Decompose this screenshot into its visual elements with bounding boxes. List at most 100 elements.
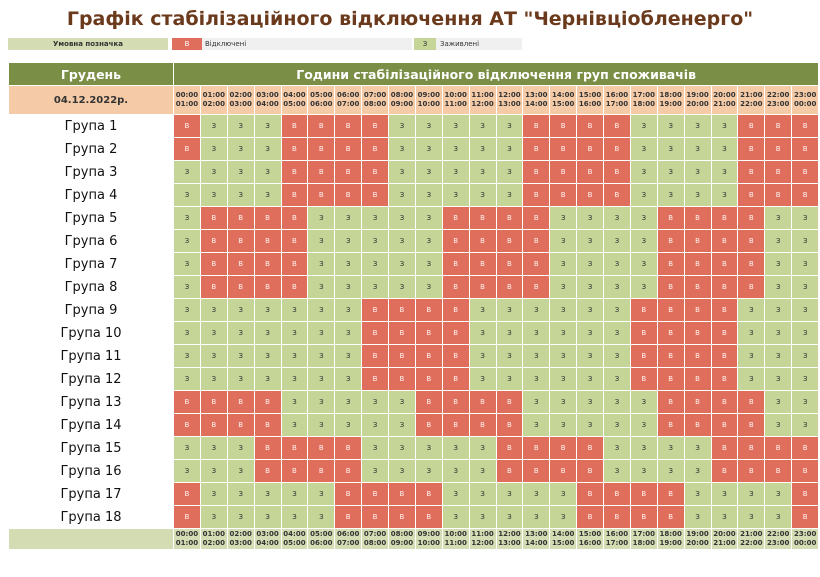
slot-off-cell: В	[576, 114, 604, 138]
legend-off-swatch: В	[172, 38, 202, 50]
slot-on-cell: З	[361, 390, 389, 414]
group-name: Група 16	[8, 459, 174, 483]
time-end: 11:00	[444, 100, 467, 108]
slot-off-cell: В	[629, 344, 658, 368]
group-name: Група 14	[8, 413, 174, 437]
slot-on-cell: З	[495, 298, 524, 322]
time-start: 03:00	[256, 530, 279, 538]
time-start: 08:00	[390, 530, 414, 538]
slot-off-cell: В	[737, 183, 766, 207]
slot-off-cell: В	[683, 344, 712, 368]
slot-on-cell: З	[603, 206, 631, 230]
slot-on-cell: З	[441, 160, 470, 184]
slot-on-cell: З	[576, 390, 604, 414]
slot-off-cell: В	[710, 298, 739, 322]
table-row: Група 18 В З З З З З В В В В З З З З З В В В В З З З З В	[8, 505, 820, 529]
slot-on-cell: З	[307, 482, 336, 506]
slot-on-cell: З	[280, 413, 309, 437]
slot-off-cell: В	[280, 137, 309, 161]
slot-off-cell: В	[468, 206, 497, 230]
slot-on-cell: З	[603, 252, 631, 276]
slot-on-cell: З	[656, 160, 685, 184]
slot-off-cell: В	[441, 229, 470, 253]
slot-on-cell: З	[307, 275, 336, 299]
slot-off-cell: В	[414, 505, 443, 529]
slot-on-cell: З	[226, 183, 255, 207]
time-end: 06:00	[310, 539, 333, 547]
group-name: Група 15	[8, 436, 174, 460]
time-slot-footer: 01:00 02:00	[199, 528, 228, 550]
slot-on-cell: З	[629, 252, 658, 276]
slot-off-cell: В	[791, 183, 820, 207]
slot-on-cell: З	[226, 344, 255, 368]
slot-off-cell: В	[280, 275, 309, 299]
time-slot-footer: 00:00 01:00	[173, 528, 201, 550]
slot-off-cell: В	[576, 505, 604, 529]
legend-on-text: Заживлені	[436, 38, 522, 50]
slot-on-cell: З	[280, 482, 309, 506]
slot-on-cell: З	[307, 298, 336, 322]
slot-off-cell: В	[764, 114, 793, 138]
time-slot-header: 06:00 07:00	[334, 85, 363, 115]
slot-off-cell: В	[253, 459, 282, 483]
slot-on-cell: З	[199, 114, 228, 138]
slot-off-cell: В	[199, 275, 228, 299]
time-end: 03:00	[229, 539, 252, 547]
slot-off-cell: В	[199, 229, 228, 253]
slot-off-cell: В	[656, 505, 685, 529]
slot-on-cell: З	[468, 459, 497, 483]
slot-on-cell: З	[307, 229, 336, 253]
time-slot-header: 08:00 09:00	[388, 85, 416, 115]
slot-on-cell: З	[388, 413, 416, 437]
slot-on-cell: З	[468, 344, 497, 368]
slot-off-cell: В	[199, 206, 228, 230]
time-end: 23:00	[767, 100, 790, 108]
slot-off-cell: В	[791, 114, 820, 138]
slot-off-cell: В	[737, 413, 766, 437]
slot-on-cell: З	[388, 160, 416, 184]
slot-off-cell: В	[388, 505, 416, 529]
time-slot-header: 21:00 22:00	[737, 85, 766, 115]
time-end: 22:00	[740, 539, 763, 547]
slot-off-cell: В	[414, 298, 443, 322]
slot-off-cell: В	[576, 160, 604, 184]
slot-off-cell: В	[468, 390, 497, 414]
slot-on-cell: З	[173, 183, 201, 207]
time-start: 05:00	[310, 530, 333, 538]
time-slot-header: 07:00 08:00	[361, 85, 389, 115]
slot-on-cell: З	[334, 390, 363, 414]
time-end: 18:00	[632, 100, 655, 108]
slot-on-cell: З	[199, 160, 228, 184]
time-start: 17:00	[632, 530, 655, 538]
slot-on-cell: З	[468, 367, 497, 391]
time-start: 18:00	[659, 530, 682, 538]
slot-on-cell: З	[656, 436, 685, 460]
slot-on-cell: З	[441, 436, 470, 460]
slot-off-cell: В	[791, 459, 820, 483]
slot-off-cell: В	[414, 344, 443, 368]
group-name: Група 3	[8, 160, 174, 184]
table-row: Група 10 З З З З З З З В В В В З З З З З З В В В В З З З	[8, 321, 820, 345]
slot-on-cell: З	[173, 344, 201, 368]
time-slot-header: 19:00 20:00	[683, 85, 712, 115]
slot-off-cell: В	[764, 183, 793, 207]
slot-off-cell: В	[683, 275, 712, 299]
slot-off-cell: В	[253, 252, 282, 276]
time-start: 11:00	[471, 91, 494, 99]
time-row: 04.12.2022р. 00:00 01:00 01:00 02:00 02:00 03…	[8, 85, 820, 115]
slot-off-cell: В	[441, 367, 470, 391]
slot-off-cell: В	[710, 229, 739, 253]
slot-on-cell: З	[522, 413, 551, 437]
slot-off-cell: В	[441, 298, 470, 322]
slot-off-cell: В	[414, 321, 443, 345]
slot-on-cell: З	[603, 229, 631, 253]
time-slot-header: 20:00 21:00	[710, 85, 739, 115]
slot-off-cell: В	[468, 413, 497, 437]
slot-on-cell: З	[414, 252, 443, 276]
slot-on-cell: З	[656, 459, 685, 483]
slot-on-cell: З	[441, 482, 470, 506]
